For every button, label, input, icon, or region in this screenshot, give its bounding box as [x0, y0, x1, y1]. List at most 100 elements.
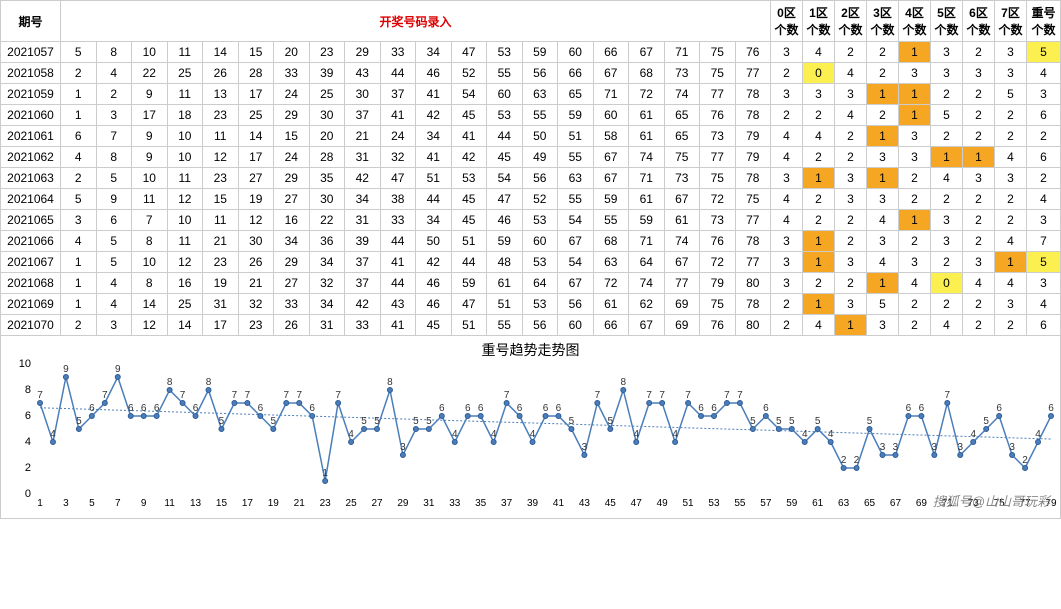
- zone-cell: 0: [931, 273, 963, 294]
- num-cell: 33: [345, 315, 381, 336]
- zone-cell: 3: [771, 273, 803, 294]
- num-cell: 6: [61, 126, 97, 147]
- num-cell: 68: [629, 63, 665, 84]
- num-cell: 59: [593, 189, 629, 210]
- num-cell: 29: [345, 42, 381, 63]
- repeat-cell: 2: [1027, 168, 1061, 189]
- num-cell: 3: [61, 210, 97, 231]
- point-label: 4: [970, 429, 976, 440]
- zone-cell: 3: [867, 147, 899, 168]
- zone-cell: 2: [931, 84, 963, 105]
- num-cell: 10: [132, 42, 168, 63]
- repeat-cell: 5: [1027, 42, 1061, 63]
- point-label: 6: [193, 403, 199, 414]
- zone-cell: 3: [835, 294, 867, 315]
- num-cell: 55: [558, 147, 594, 168]
- num-cell: 64: [629, 252, 665, 273]
- zone-cell: 2: [803, 147, 835, 168]
- zone-cell: 1: [899, 84, 931, 105]
- num-cell: 47: [380, 168, 416, 189]
- num-cell: 77: [700, 84, 736, 105]
- zone-cell: 3: [931, 231, 963, 252]
- num-cell: 59: [629, 210, 665, 231]
- zone-cell: 5: [867, 294, 899, 315]
- num-cell: 20: [309, 126, 345, 147]
- num-cell: 56: [522, 63, 558, 84]
- point-label: 7: [102, 390, 108, 401]
- num-cell: 1: [61, 294, 97, 315]
- num-cell: 66: [593, 315, 629, 336]
- zone-cell: 2: [963, 189, 995, 210]
- point-label: 5: [413, 416, 419, 427]
- point-label: 6: [154, 403, 160, 414]
- zone-cell: 4: [931, 315, 963, 336]
- point-label: 5: [789, 416, 795, 427]
- num-cell: 23: [238, 315, 274, 336]
- zone-cell: 2: [931, 189, 963, 210]
- num-cell: 34: [345, 189, 381, 210]
- zone-cell: 4: [995, 273, 1027, 294]
- num-cell: 45: [487, 147, 523, 168]
- zone-cell: 3: [835, 168, 867, 189]
- num-cell: 67: [558, 273, 594, 294]
- repeat-cell: 7: [1027, 231, 1061, 252]
- table-row: 2021066458112130343639445051596067687174…: [1, 231, 1061, 252]
- num-cell: 34: [309, 294, 345, 315]
- point-label: 5: [750, 416, 756, 427]
- point-label: 4: [530, 429, 536, 440]
- zone-header: 7区个数: [995, 1, 1027, 42]
- num-cell: 31: [309, 315, 345, 336]
- num-cell: 76: [700, 315, 736, 336]
- table-row: 2021062489101217242831324142454955677475…: [1, 147, 1061, 168]
- table-row: 2021069141425313233344243464751535661626…: [1, 294, 1061, 315]
- num-cell: 71: [629, 168, 665, 189]
- num-cell: 27: [274, 273, 310, 294]
- num-cell: 26: [203, 63, 239, 84]
- point-label: 4: [491, 429, 497, 440]
- point-label: 4: [633, 429, 639, 440]
- num-cell: 51: [487, 294, 523, 315]
- point-label: 3: [932, 442, 938, 453]
- zone-cell: 2: [771, 63, 803, 84]
- point-label: 7: [245, 390, 251, 401]
- zone-cell: 1: [931, 147, 963, 168]
- num-cell: 46: [416, 273, 452, 294]
- num-cell: 1: [61, 252, 97, 273]
- num-cell: 60: [558, 42, 594, 63]
- num-cell: 21: [345, 126, 381, 147]
- point-label: 7: [296, 390, 302, 401]
- zone-cell: 4: [995, 147, 1027, 168]
- table-row: 2021057581011141520232933344753596066677…: [1, 42, 1061, 63]
- num-cell: 59: [451, 273, 487, 294]
- table-row: 2021059129111317242530374154606365717274…: [1, 84, 1061, 105]
- zone-header: 1区个数: [803, 1, 835, 42]
- num-cell: 51: [558, 126, 594, 147]
- num-cell: 26: [238, 252, 274, 273]
- num-cell: 72: [700, 252, 736, 273]
- num-cell: 67: [664, 252, 700, 273]
- num-cell: 10: [167, 210, 203, 231]
- zone-cell: 4: [803, 315, 835, 336]
- num-cell: 15: [203, 189, 239, 210]
- num-cell: 37: [345, 273, 381, 294]
- num-cell: 11: [167, 42, 203, 63]
- num-cell: 67: [593, 168, 629, 189]
- num-cell: 17: [238, 84, 274, 105]
- num-cell: 63: [593, 252, 629, 273]
- zone-cell: 2: [995, 105, 1027, 126]
- zone-cell: 1: [835, 315, 867, 336]
- num-cell: 69: [664, 294, 700, 315]
- point-label: 6: [478, 403, 484, 414]
- table-row: 2021068148161921273237444659616467727477…: [1, 273, 1061, 294]
- num-cell: 58: [593, 126, 629, 147]
- num-cell: 43: [345, 63, 381, 84]
- point-label: 6: [258, 403, 264, 414]
- repeat-cell: 4: [1027, 63, 1061, 84]
- repeat-header: 重号个数: [1027, 1, 1061, 42]
- zone-header: 5区个数: [931, 1, 963, 42]
- num-cell: 72: [700, 189, 736, 210]
- num-cell: 1: [61, 273, 97, 294]
- zone-cell: 2: [771, 105, 803, 126]
- num-cell: 5: [96, 252, 132, 273]
- num-cell: 44: [380, 273, 416, 294]
